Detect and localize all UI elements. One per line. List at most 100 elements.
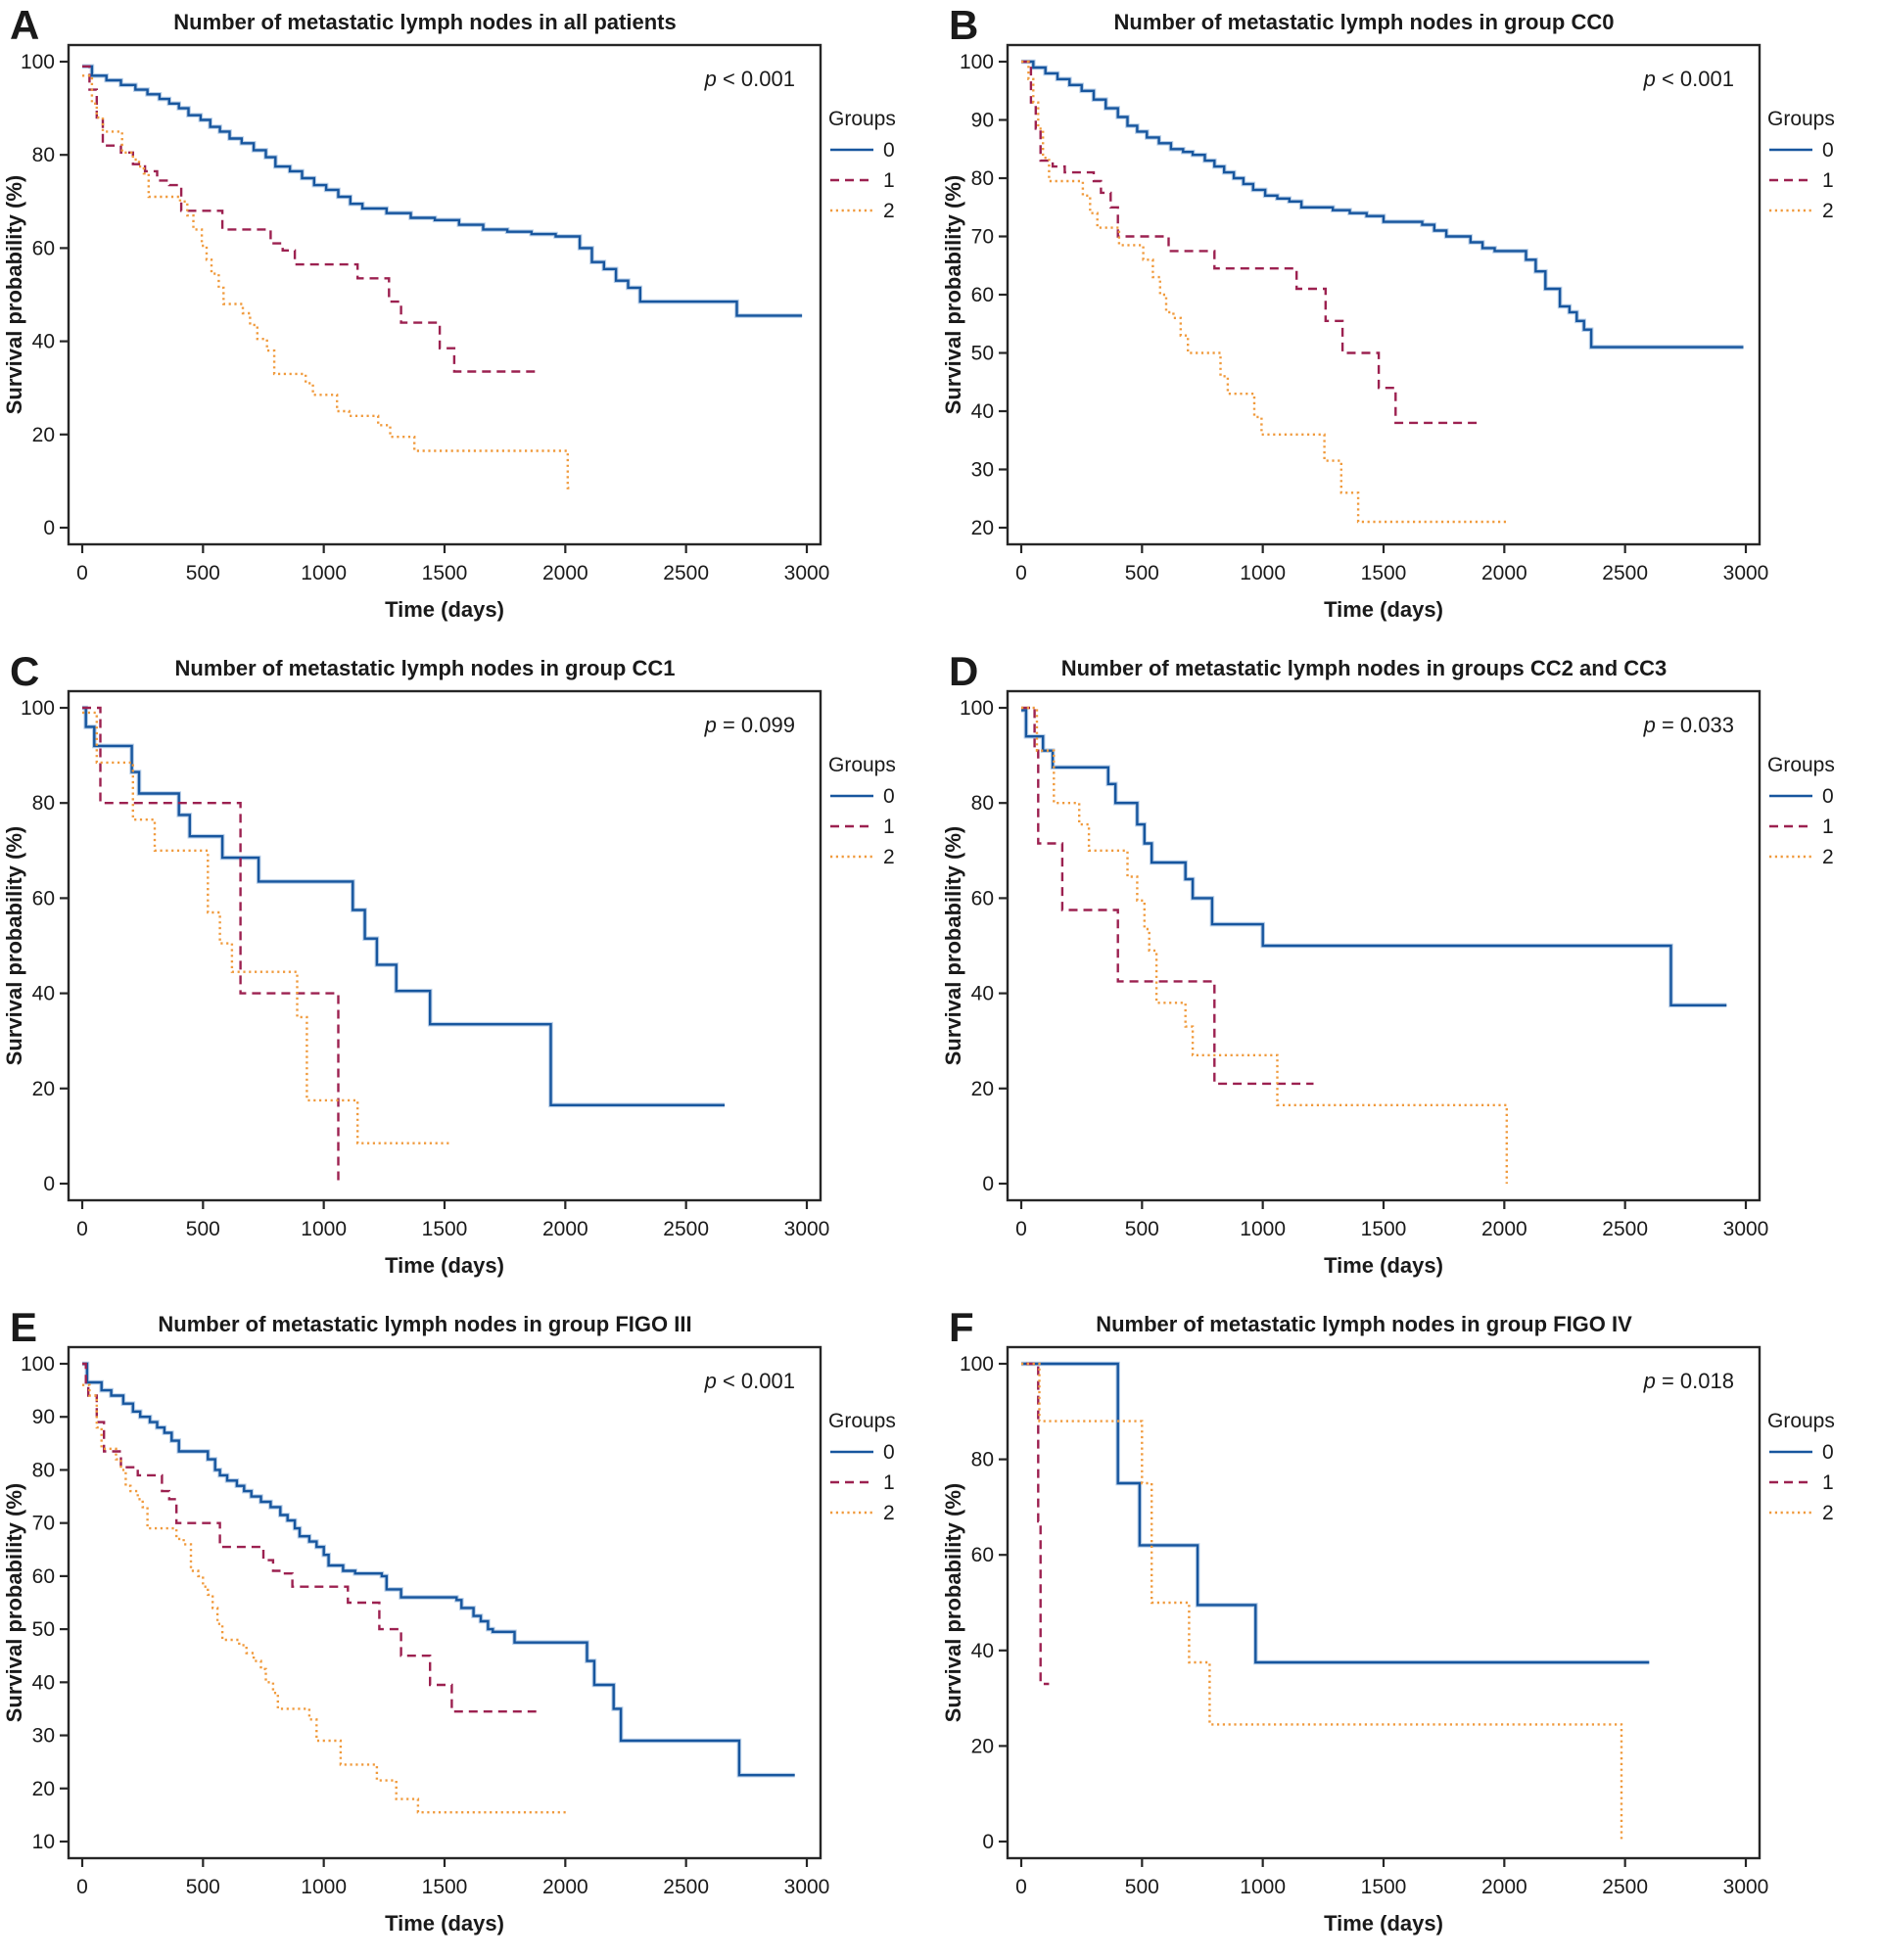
series-line-group-1 [1025,1362,1050,1686]
series-line-group-0 [82,65,803,317]
x-tick-label: 0 [1015,562,1027,584]
km-chart-D: D Number of metastatic lymph nodes in gro… [939,646,1878,1302]
x-axis-label: Time (days) [385,597,504,622]
x-tick-label: 500 [186,562,220,584]
x-tick-label: 3000 [784,1218,830,1240]
y-tick-label: 20 [971,517,994,539]
y-axis-label: Survival probability (%) [941,175,965,415]
x-tick-label: 1000 [301,562,347,584]
p-value: p = 0.018 [1643,1369,1734,1393]
panel-letter: E [10,1304,37,1350]
x-tick-label: 500 [186,1218,220,1240]
y-tick-label: 0 [43,1173,55,1195]
x-tick-label: 1500 [422,1218,468,1240]
y-tick-label: 20 [971,1078,994,1100]
x-tick-label: 2500 [663,1876,709,1898]
panel-B: B Number of metastatic lymph nodes in gro… [939,0,1879,646]
y-axis-label: Survival probability (%) [2,175,26,415]
series-line-group-2 [82,1383,568,1814]
y-tick-label: 100 [21,697,55,720]
p-value: p < 0.001 [1643,67,1734,91]
legend-label-2: 2 [1822,846,1834,868]
series-line-group-1 [82,1362,537,1713]
series-line-group-0 [1021,1362,1650,1664]
x-tick-label: 2000 [542,562,588,584]
series-line-group-2 [82,711,452,1144]
x-axis-label: Time (days) [1324,597,1443,622]
x-tick-label: 500 [1125,562,1159,584]
series-line-group-1 [82,706,340,1184]
y-tick-label: 70 [32,1513,55,1535]
x-tick-label: 0 [1015,1218,1027,1240]
y-tick-label: 60 [971,887,994,910]
p-value: p = 0.033 [1643,713,1734,737]
y-tick-label: 20 [32,1778,55,1800]
x-tick-label: 2000 [542,1876,588,1898]
series-line-group-0 [82,1362,795,1777]
legend-title: Groups [1767,754,1835,776]
y-tick-label: 20 [971,1735,994,1757]
legend-label-0: 0 [1822,1441,1834,1464]
y-axis-label: Survival probability (%) [2,826,26,1066]
x-tick-label: 0 [76,562,88,584]
legend-label-2: 2 [883,1502,895,1524]
x-tick-label: 0 [76,1876,88,1898]
legend-label-2: 2 [1822,1502,1834,1524]
y-tick-label: 40 [32,1671,55,1694]
panel-D: D Number of metastatic lymph nodes in gro… [939,646,1879,1302]
x-axis-label: Time (days) [385,1253,504,1278]
panel-A: A Number of metastatic lymph nodes in all… [0,0,939,646]
legend-label-1: 1 [883,1471,895,1494]
y-tick-label: 80 [32,1459,55,1481]
x-tick-label: 1000 [301,1218,347,1240]
y-tick-label: 40 [971,400,994,423]
y-tick-label: 40 [971,1640,994,1662]
panel-letter: F [949,1304,974,1350]
legend-title: Groups [1767,108,1835,130]
legend-title: Groups [828,754,896,776]
panel-C: C Number of metastatic lymph nodes in gro… [0,646,939,1302]
x-tick-label: 2000 [1481,1876,1527,1898]
y-tick-label: 60 [32,237,55,259]
legend-title: Groups [828,108,896,130]
p-value: p < 0.001 [704,67,795,91]
y-tick-label: 30 [971,459,994,482]
y-tick-label: 40 [32,331,55,353]
y-tick-label: 80 [971,167,994,190]
y-tick-label: 100 [21,51,55,73]
x-tick-label: 500 [1125,1218,1159,1240]
y-tick-label: 20 [32,1078,55,1100]
y-tick-label: 60 [32,887,55,910]
y-tick-label: 60 [971,284,994,306]
legend-label-1: 1 [1822,1471,1834,1494]
panel-title: Number of metastatic lymph nodes in grou… [1096,1312,1632,1336]
x-tick-label: 0 [1015,1876,1027,1898]
km-chart-F: F Number of metastatic lymph nodes in gro… [939,1302,1878,1960]
x-tick-label: 1500 [1361,1218,1407,1240]
x-tick-label: 2000 [1481,1218,1527,1240]
panel-title: Number of metastatic lymph nodes in grou… [1114,10,1615,34]
panel-letter: D [949,648,978,694]
km-chart-A: A Number of metastatic lymph nodes in all… [0,0,939,646]
legend-label-0: 0 [883,1441,895,1464]
panel-title: Number of metastatic lymph nodes in grou… [1061,656,1668,680]
km-chart-B: B Number of metastatic lymph nodes in gro… [939,0,1878,646]
y-tick-label: 80 [32,792,55,815]
panel-letter: B [949,2,978,48]
legend-label-1: 1 [1822,816,1834,838]
km-chart-E: E Number of metastatic lymph nodes in gro… [0,1302,939,1960]
y-tick-label: 80 [971,1449,994,1471]
y-axis-label: Survival probability (%) [941,1483,965,1723]
x-axis-label: Time (days) [1324,1911,1443,1936]
y-tick-label: 40 [32,983,55,1005]
legend-label-1: 1 [1822,169,1834,192]
series-line-group-2 [1021,706,1508,1184]
x-tick-label: 1000 [1240,1218,1286,1240]
series-line-group-2 [1021,1362,1623,1842]
y-tick-label: 80 [971,792,994,815]
x-tick-label: 500 [186,1876,220,1898]
legend-label-0: 0 [883,139,895,162]
y-tick-label: 0 [43,517,55,539]
panel-letter: C [10,648,39,694]
